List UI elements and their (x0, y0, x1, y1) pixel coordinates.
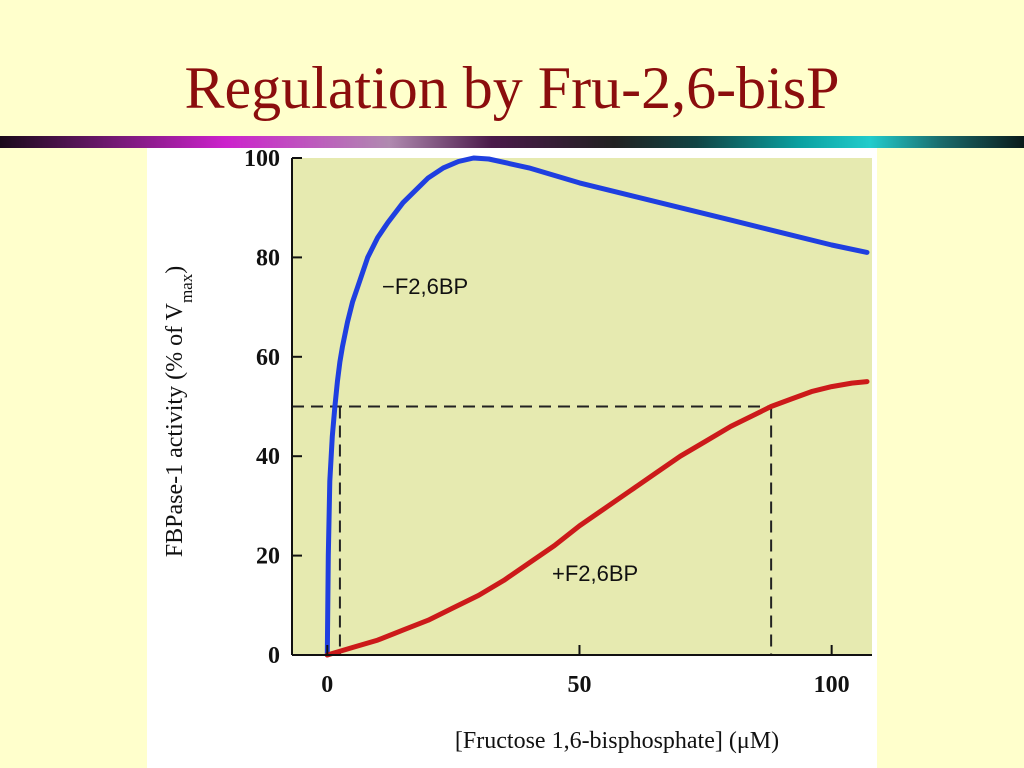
fbpase-activity-chart: 0 20 40 60 80 100 0 50 100 −F2,6BP +F2,6BP [Fruc… (162, 148, 872, 754)
y-tick-label-20: 20 (256, 544, 280, 570)
y-tick-label-0: 0 (268, 643, 280, 669)
y-axis-label-close: ) (162, 266, 188, 274)
y-tick-label-100: 100 (244, 148, 280, 172)
x-tick-label-50: 50 (567, 672, 591, 698)
series-line-0 (324, 155, 870, 658)
half-max-reference-lines (292, 405, 773, 655)
y-tick-label-60: 60 (256, 345, 280, 371)
series-label-minus-f26bp: −F2,6BP (382, 274, 468, 299)
y-axis-label-main: FBPase-1 activity (% of V (162, 302, 188, 557)
series-label-plus-f26bp: +F2,6BP (552, 561, 638, 586)
y-tick-label-40: 40 (256, 444, 280, 470)
axes-layer: 0 20 40 60 80 100 0 50 100 (244, 148, 872, 698)
y-axis-label-subscript: max (177, 273, 196, 303)
y-axis-label: FBPase-1 activity (% of Vmax) (162, 266, 196, 557)
title-divider-bar (0, 136, 1024, 148)
chart-figure: 0 20 40 60 80 100 0 50 100 −F2,6BP +F2,6BP [Fruc… (147, 148, 877, 768)
series-layer (324, 155, 870, 658)
x-tick-label-100: 100 (814, 672, 850, 698)
slide-title: Regulation by Fru-2,6-bisP (184, 55, 840, 121)
x-tick-label-0: 0 (321, 672, 333, 698)
x-axis-label: [Fructose 1,6-bisphosphate] (μM) (455, 728, 779, 754)
y-tick-label-80: 80 (256, 245, 280, 271)
series-line-1 (324, 379, 870, 658)
